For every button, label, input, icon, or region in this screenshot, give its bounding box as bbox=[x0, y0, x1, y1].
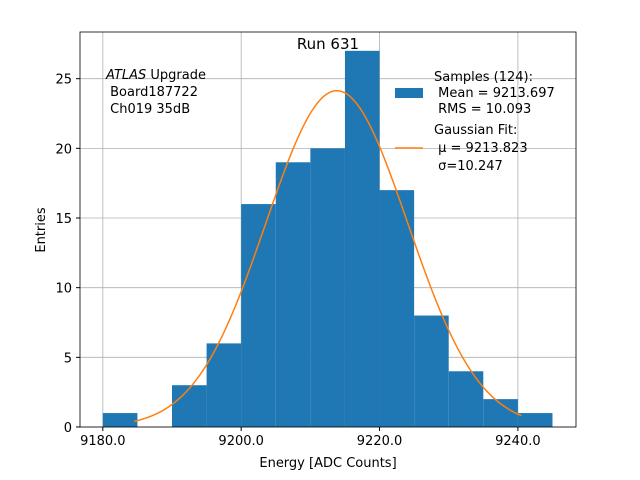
annotation-line3: Ch019 35dB bbox=[106, 102, 190, 117]
legend-samples-2: Mean = 9213.697 bbox=[434, 86, 555, 101]
y-tick-label: 10 bbox=[55, 282, 72, 297]
y-axis-label: Entries bbox=[34, 207, 49, 253]
histogram-bar bbox=[379, 190, 415, 427]
y-tick-label: 15 bbox=[55, 212, 72, 227]
annotation-line1: Upgrade bbox=[146, 68, 206, 83]
x-tick-label: 9220.0 bbox=[357, 434, 403, 449]
legend-swatch-samples bbox=[395, 88, 423, 98]
svg-text:ATLAS Upgrade: ATLAS Upgrade bbox=[105, 68, 206, 83]
y-tick-label: 25 bbox=[55, 73, 72, 88]
annotation: ATLAS Upgrade Board187722 Ch019 35dB bbox=[105, 68, 206, 117]
histogram-bar bbox=[344, 50, 380, 428]
legend-fit-3: σ=10.247 bbox=[434, 159, 503, 174]
histogram-bar bbox=[310, 148, 345, 427]
x-tick-label: 9240.0 bbox=[495, 434, 541, 449]
legend-fit-1: Gaussian Fit: bbox=[434, 123, 517, 138]
annotation-line2: Board187722 bbox=[106, 85, 198, 100]
histogram-bar bbox=[414, 315, 449, 427]
histogram-bar bbox=[102, 413, 138, 427]
legend: Samples (124): Mean = 9213.697 RMS = 10.… bbox=[395, 70, 555, 174]
legend-samples-3: RMS = 10.093 bbox=[434, 102, 531, 117]
histogram-bar bbox=[206, 343, 242, 427]
ticks: 9180.0 9200.0 9220.0 9240.0 0 5 10 15 20 25 bbox=[55, 73, 540, 449]
legend-fit-2: μ = 9213.823 bbox=[434, 141, 528, 156]
histogram-bar bbox=[275, 162, 311, 427]
y-tick-label: 20 bbox=[55, 142, 72, 157]
histogram-bar bbox=[172, 385, 207, 427]
chart-title: Run 631 bbox=[297, 35, 359, 53]
plot-frame bbox=[79, 31, 577, 428]
histogram-bar bbox=[517, 413, 553, 427]
histogram-bar bbox=[241, 204, 276, 427]
x-tick-label: 9180.0 bbox=[80, 434, 126, 449]
histogram-bar bbox=[448, 371, 484, 427]
gaussian-fit-curve bbox=[133, 89, 522, 423]
annotation-italic: ATLAS bbox=[105, 68, 146, 83]
x-tick-label: 9200.0 bbox=[218, 434, 264, 449]
y-tick-label: 5 bbox=[64, 351, 72, 366]
y-tick-label: 0 bbox=[64, 421, 72, 436]
legend-samples-1: Samples (124): bbox=[434, 70, 533, 85]
x-axis-label: Energy [ADC Counts] bbox=[259, 456, 396, 471]
